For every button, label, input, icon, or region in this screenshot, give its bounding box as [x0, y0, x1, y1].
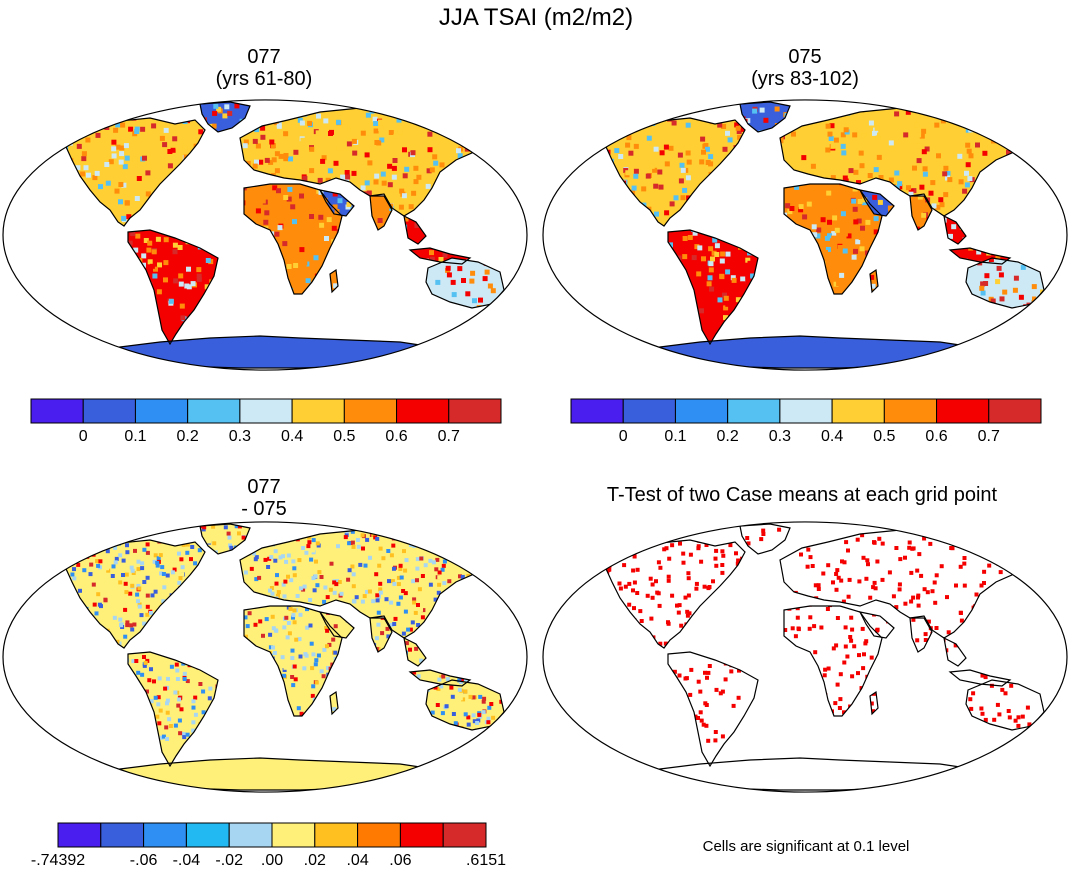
- continent-eurasia: [240, 108, 484, 216]
- map-diff: [2, 521, 528, 793]
- colorbar-tick-label: 0.5: [873, 428, 896, 445]
- colorbar-box: [396, 398, 450, 424]
- colorbar-box: [143, 822, 187, 848]
- colorbar-box: [30, 398, 84, 424]
- continent-africa: [784, 606, 882, 716]
- map-077: [2, 99, 528, 371]
- continent-antarctica: [112, 336, 440, 368]
- colorbar-tick-label: 0.1: [124, 428, 147, 445]
- colorbar-tick-label: 0.4: [820, 428, 844, 445]
- colorbar-tick-label: .06: [389, 852, 412, 869]
- colorbar-box: [343, 398, 398, 424]
- colorbar-tick-label: 0.2: [176, 428, 199, 445]
- colorbar-box: [727, 398, 781, 424]
- colorbar-tick-label: 0.6: [385, 428, 408, 445]
- colorbar-tick-label: .00: [260, 852, 284, 869]
- colorbar-box: [100, 822, 145, 848]
- colorbar-box: [936, 398, 990, 424]
- continent-seAsia: [944, 638, 966, 666]
- continent-arabia: [860, 612, 894, 638]
- colorbar-tick-label: -.02: [215, 852, 243, 869]
- colorbar-tick-label: .04: [346, 852, 369, 869]
- colorbar-tick-label: 0.3: [228, 428, 251, 445]
- colorbar-tick-label: 0: [78, 428, 88, 445]
- colorbar-box: [779, 398, 833, 424]
- colorbar-box: [228, 822, 273, 848]
- colorbar-box: [448, 398, 502, 424]
- continent-india: [910, 196, 932, 230]
- colorbar-box: [314, 822, 359, 848]
- footnote: Cells are significant at 0.1 level: [702, 838, 910, 855]
- continent-arabia: [860, 190, 894, 216]
- continent-antarctica: [652, 336, 980, 368]
- continent-antarctica: [652, 758, 980, 790]
- panel-title-075: 075 (yrs 83-102): [635, 46, 975, 90]
- main-title: JJA TSAI (m2/m2): [438, 4, 634, 31]
- colorbar-box: [239, 398, 293, 424]
- panel-title-ttest: T-Test of two Case means at each grid po…: [606, 484, 998, 506]
- colorbar-tick-label: 0.1: [664, 428, 687, 445]
- map-075: [542, 99, 1068, 371]
- map-border: [2, 521, 528, 793]
- colorbar-tick-label: 0.5: [333, 428, 356, 445]
- colorbar-box: [883, 398, 938, 424]
- colorbar-box: [399, 822, 444, 848]
- colorbar-box: [82, 398, 136, 424]
- colorbar-box: [134, 398, 189, 424]
- map-border: [542, 99, 1068, 371]
- panel-title-077: 077 (yrs 61-80): [94, 46, 434, 90]
- colorbar-box: [357, 822, 401, 848]
- colorbar-077: [30, 398, 502, 424]
- colorbar-box: [187, 398, 241, 424]
- continent-india: [370, 196, 392, 230]
- colorbar-box: [185, 822, 230, 848]
- colorbar-box: [442, 822, 487, 848]
- colorbar-tick-label: -.74392: [30, 852, 86, 869]
- panel-title-diff-line2: - 075: [241, 498, 287, 520]
- colorbar-box: [57, 822, 102, 848]
- colorbar-box: [988, 398, 1042, 424]
- colorbar-075: [570, 398, 1042, 424]
- colorbar-box: [570, 398, 624, 424]
- panel-title-077-line1: 077: [247, 46, 281, 68]
- colorbar-tick-label: 0.6: [925, 428, 948, 445]
- continent-southAmerica: [128, 230, 218, 344]
- colorbar-tick-label: 0.2: [716, 428, 739, 445]
- colorbar-tick-label: 0.3: [768, 428, 791, 445]
- continent-india: [910, 618, 932, 652]
- colorbar-tick-label: .6151: [465, 852, 507, 869]
- colorbar-tick-label: -.04: [172, 852, 201, 869]
- colorbar-box: [831, 398, 885, 424]
- colorbar-tick-label: -.06: [129, 852, 158, 869]
- panel-title-diff: 077 - 075: [94, 476, 434, 520]
- map-border: [2, 99, 528, 371]
- colorbar-tick-label: 0: [618, 428, 628, 445]
- continent-seAsia: [404, 216, 426, 244]
- map-ttest: [542, 521, 1068, 793]
- colorbar-tick-label: 0.7: [437, 428, 460, 445]
- continent-antarctica: [112, 758, 440, 790]
- panel-title-075-line2: (yrs 83-102): [751, 68, 859, 90]
- colorbar-box: [674, 398, 729, 424]
- panel-title-077-line2: (yrs 61-80): [215, 68, 313, 90]
- panel-title-diff-line1: 077: [247, 476, 281, 498]
- colorbar-box: [622, 398, 676, 424]
- panel-title-075-line1: 075: [788, 46, 822, 68]
- colorbar-diff: [57, 822, 487, 848]
- colorbar-box: [291, 398, 345, 424]
- continent-australia: [426, 680, 504, 730]
- continent-southAmerica: [668, 652, 758, 766]
- colorbar-tick-label: 0.4: [280, 428, 304, 445]
- colorbar-tick-label: 0.7: [977, 428, 1000, 445]
- continent-madagascar: [870, 692, 878, 714]
- map-border: [542, 521, 1068, 793]
- colorbar-box: [271, 822, 316, 848]
- colorbar-tick-label: .02: [303, 852, 326, 869]
